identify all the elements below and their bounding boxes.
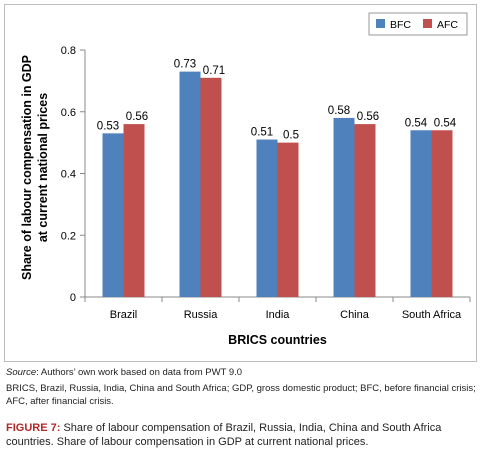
- data-label: 0.54: [434, 117, 457, 129]
- y-tick-label: 0: [70, 292, 76, 304]
- chart-data-labels: 0.53 0.73 0.51 0.58 0.54 0.56 0.71 0.5 0.56 0.54: [97, 59, 457, 142]
- legend-swatch-bfc: [376, 19, 385, 28]
- bar-bfc: [102, 133, 124, 297]
- x-tick-label: Brazil: [110, 309, 138, 321]
- legend-box: [368, 12, 468, 36]
- y-tick-label: 0.6: [61, 107, 76, 119]
- x-tick-label: India: [266, 309, 291, 321]
- x-axis-title: BRICS countries: [228, 333, 327, 347]
- y-axis-title-line: Share of labour compensation in GDP: [20, 55, 34, 280]
- y-tick-label: 0.8: [61, 45, 76, 57]
- bar-bfc: [256, 139, 278, 297]
- bar-bfc: [333, 117, 355, 297]
- y-tick-label: 0.4: [61, 169, 76, 181]
- data-label: 0.51: [251, 127, 273, 139]
- bar-chart: 0 0.2 0.4 0.6 0.8 Brazil Russia India China South…: [20, 12, 471, 347]
- data-label: 0.54: [405, 117, 428, 129]
- data-label: 0.56: [357, 111, 379, 123]
- bar-afc: [431, 130, 453, 297]
- bar-afc: [277, 142, 299, 297]
- source-note: Source: Authors’ own work based on data …: [6, 366, 476, 379]
- abbreviations-note: BRICS, Brazil, Russia, India, China and …: [6, 383, 476, 407]
- source-label: Source: [6, 367, 37, 378]
- data-label: 0.56: [126, 111, 148, 123]
- x-tick-label: Russia: [184, 309, 219, 321]
- legend-label-bfc: BFC: [390, 19, 411, 31]
- source-text: : Authors’ own work based on data from P…: [36, 367, 243, 378]
- bar-bfc: [410, 130, 432, 297]
- bar-afc: [200, 77, 222, 297]
- data-label: 0.5: [283, 130, 299, 142]
- caption-prefix: FIGURE 7:: [6, 422, 61, 434]
- legend-swatch-afc: [423, 19, 432, 28]
- y-axis-title-line: at current national prices: [36, 93, 50, 242]
- x-tick-label: China: [340, 309, 370, 321]
- data-label: 0.58: [328, 105, 350, 117]
- bar-bfc: [179, 71, 201, 297]
- chart-axes: 0 0.2 0.4 0.6 0.8 Brazil Russia India China South…: [20, 45, 471, 347]
- figure-caption: FIGURE 7: Share of labour compensation o…: [6, 421, 476, 449]
- chart-bars: [102, 71, 453, 297]
- y-tick-label: 0.2: [61, 230, 76, 242]
- figure-notes: Source: Authors’ own work based on data …: [6, 366, 476, 408]
- bar-afc: [354, 124, 376, 297]
- data-label: 0.71: [203, 65, 225, 77]
- caption-text: Share of labour compensation of Brazil, …: [6, 422, 442, 448]
- x-tick-label: South Africa: [402, 309, 462, 321]
- chart-legend: BFC AFC: [368, 12, 468, 36]
- bar-afc: [123, 124, 145, 297]
- legend-label-afc: AFC: [437, 19, 458, 31]
- data-label: 0.53: [97, 120, 119, 132]
- data-label: 0.73: [174, 59, 196, 71]
- chart-container: 0 0.2 0.4 0.6 0.8 Brazil Russia India China South…: [4, 4, 477, 362]
